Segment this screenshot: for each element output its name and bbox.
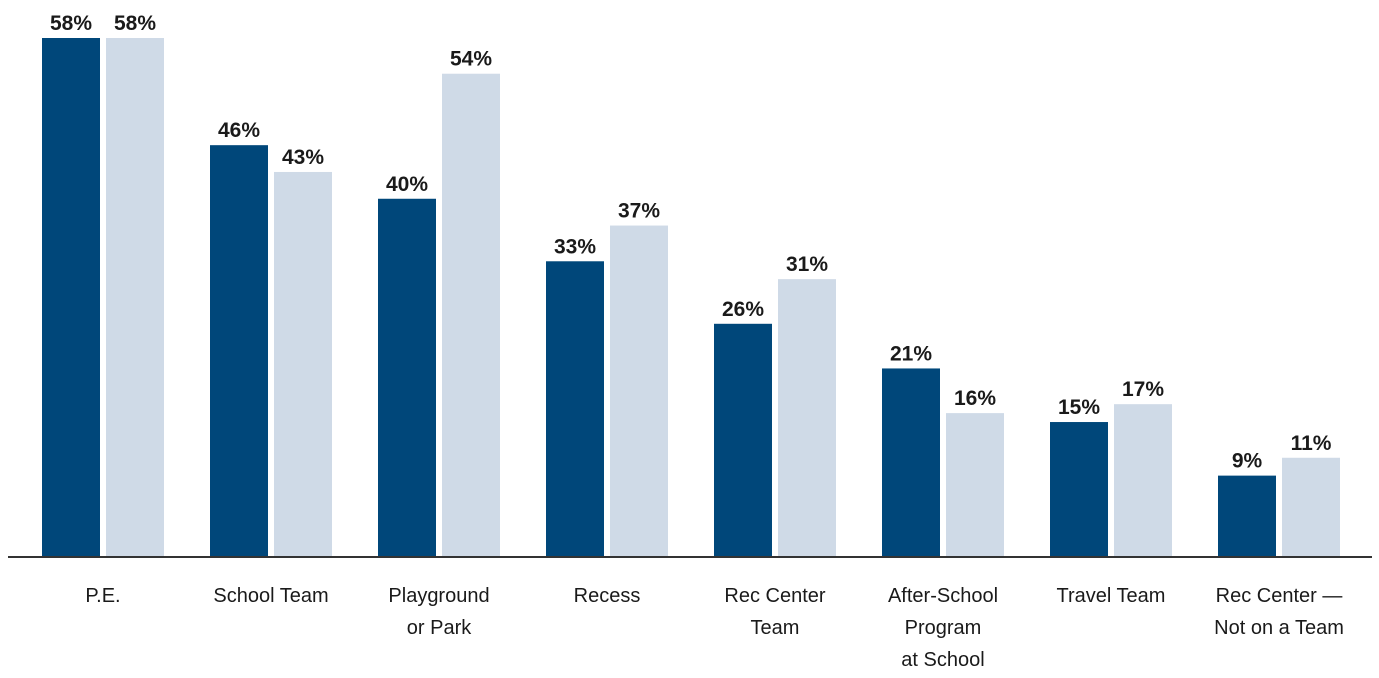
value-label-light-3: 37% bbox=[618, 200, 660, 223]
category-label-line: Travel Team bbox=[1057, 585, 1166, 607]
category-label-4: Rec Center Team bbox=[724, 585, 825, 639]
value-label-dark-2: 40% bbox=[386, 173, 428, 196]
category-label-line: at School bbox=[901, 649, 984, 671]
category-label-1: School Team bbox=[213, 585, 328, 607]
value-label-light-1: 43% bbox=[282, 146, 324, 169]
bar-light-4 bbox=[778, 279, 836, 556]
category-label-3: Recess bbox=[574, 585, 641, 607]
value-label-dark-1: 46% bbox=[218, 119, 260, 142]
category-label-line: Rec Center — bbox=[1216, 585, 1343, 607]
value-label-light-6: 17% bbox=[1122, 378, 1164, 401]
bar-dark-3 bbox=[546, 261, 604, 556]
bar-light-1 bbox=[274, 171, 332, 556]
bar-dark-7 bbox=[1218, 475, 1276, 556]
value-label-light-0: 58% bbox=[114, 12, 156, 35]
bar-dark-6 bbox=[1050, 422, 1108, 556]
category-label-7: Rec Center — Not on a Team bbox=[1214, 585, 1344, 639]
category-label-line: After-School bbox=[888, 585, 998, 607]
value-label-dark-5: 21% bbox=[890, 342, 932, 365]
category-label-2: Playground or Park bbox=[388, 585, 489, 639]
category-label-line: Recess bbox=[574, 585, 641, 607]
category-label-line: Playground bbox=[388, 585, 489, 607]
value-labels-group: 58% 58% 46% 43% 40% 54% 33% 37% 26% 31% 21% 16% 15% 1… bbox=[50, 12, 1332, 473]
category-label-line: Not on a Team bbox=[1214, 617, 1344, 639]
category-labels-group: P.E. School Team Playground or Park Recess Re… bbox=[85, 585, 1343, 671]
value-label-dark-6: 15% bbox=[1058, 396, 1100, 419]
value-label-dark-0: 58% bbox=[50, 12, 92, 35]
bar-light-6 bbox=[1114, 404, 1172, 556]
category-label-line: or Park bbox=[407, 617, 472, 639]
category-label-line: P.E. bbox=[85, 585, 120, 607]
bar-light-0 bbox=[106, 38, 164, 556]
category-label-5: After-School Program at School bbox=[888, 585, 998, 671]
bar-light-5 bbox=[946, 413, 1004, 556]
bar-light-3 bbox=[610, 225, 668, 556]
value-label-light-5: 16% bbox=[954, 387, 996, 410]
category-label-line: Team bbox=[751, 617, 800, 639]
value-label-dark-4: 26% bbox=[722, 298, 764, 321]
value-label-dark-3: 33% bbox=[554, 235, 596, 258]
bar-dark-2 bbox=[378, 198, 436, 557]
bars-group bbox=[42, 38, 1340, 557]
bar-dark-4 bbox=[714, 323, 772, 556]
bar-dark-1 bbox=[210, 145, 268, 556]
value-label-light-4: 31% bbox=[786, 253, 828, 276]
category-label-6: Travel Team bbox=[1057, 585, 1166, 607]
category-label-line: Program bbox=[905, 617, 982, 639]
value-label-dark-7: 9% bbox=[1232, 450, 1263, 473]
value-label-light-2: 54% bbox=[450, 48, 492, 71]
category-label-0: P.E. bbox=[85, 585, 120, 607]
bar-dark-5 bbox=[882, 368, 940, 556]
bar-light-2 bbox=[442, 73, 500, 557]
bar-light-7 bbox=[1282, 457, 1340, 556]
bar-dark-0 bbox=[42, 38, 100, 556]
value-label-light-7: 11% bbox=[1291, 432, 1332, 455]
category-label-line: School Team bbox=[213, 585, 328, 607]
category-label-line: Rec Center bbox=[724, 585, 825, 607]
